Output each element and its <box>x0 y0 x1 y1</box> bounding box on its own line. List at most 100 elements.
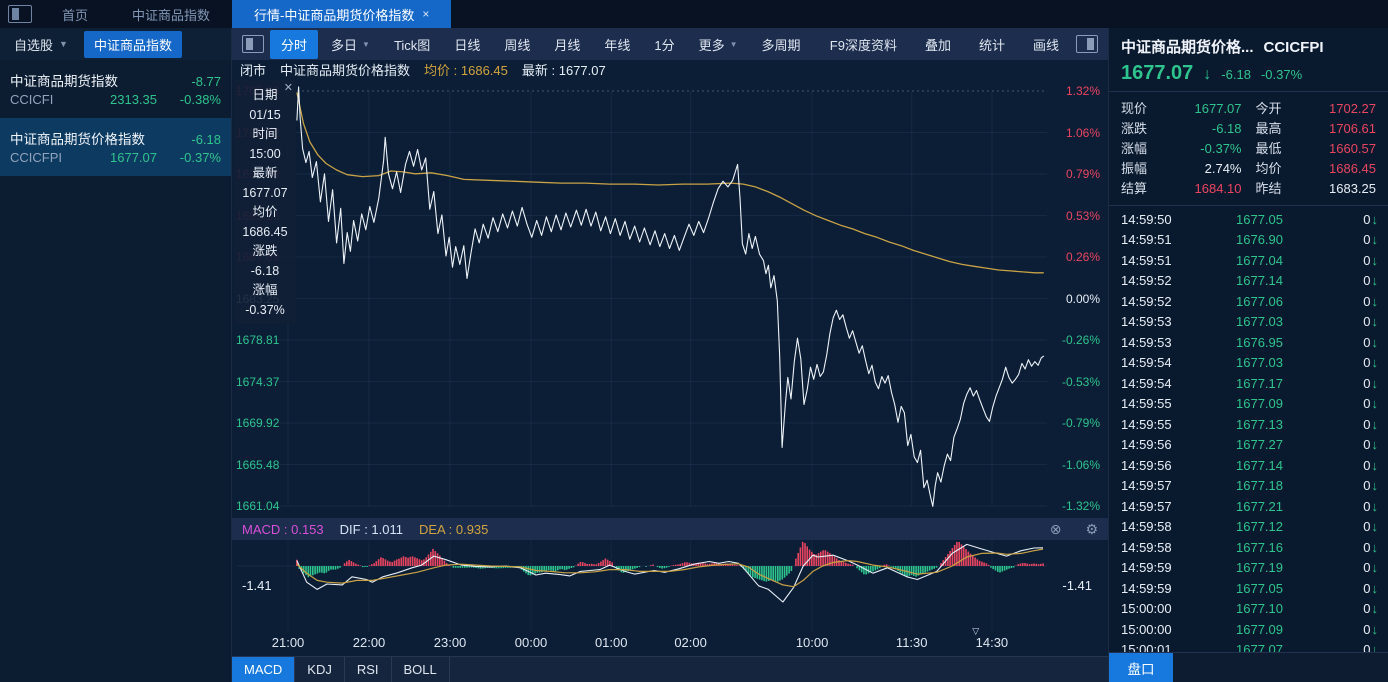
panel-toggle-left-icon[interactable] <box>242 35 264 53</box>
tick-trade-list[interactable]: 14:59:50 1677.05 0↓ 14:59:51 1676.90 0↓ 14:59:… <box>1109 206 1388 652</box>
watchlist-row[interactable]: 中证商品期货价格指数 -6.18 CCICFPI 1677.07 -0.37% <box>0 118 231 176</box>
period-button-label: 多周期 <box>761 37 801 53</box>
watchlist-row-line2: CCICFPI 1677.07 -0.37% <box>10 150 221 165</box>
indicator-tab-MACD[interactable]: MACD <box>232 657 296 682</box>
order-book-button[interactable]: 盘口 <box>1109 653 1173 682</box>
tick-volume: 0↓ <box>1283 581 1378 596</box>
period-button-多日[interactable]: 多日 ▼ <box>320 30 381 59</box>
tick-time: 14:59:57 <box>1121 498 1172 514</box>
chart-toolbar: 分时 多日 ▼ Tick图 日线 周线 月线 年线 1分 更多 ▼ 多周期 F9深度资料 叠加 统计 画线 <box>232 28 1108 60</box>
stat-value: 1686.45 <box>1329 161 1376 176</box>
tick-price: 1677.13 <box>1236 416 1283 432</box>
stat-value: 2.74% <box>1204 161 1242 176</box>
watchlist-tab-csi-commodity[interactable]: 中证商品指数 <box>83 30 182 58</box>
tick-price: 1677.09 <box>1236 396 1283 412</box>
tick-price: 1677.05 <box>1236 580 1283 596</box>
period-button-Tick图[interactable]: Tick图 <box>383 30 441 59</box>
period-button-更多[interactable]: 更多 ▼ <box>688 30 749 59</box>
tooltip-close-icon[interactable]: ✕ <box>283 82 293 94</box>
tick-row: 14:59:56 1677.27 0↓ <box>1121 435 1378 456</box>
tick-row: 15:00:01 1677.07 0↓ <box>1121 640 1378 652</box>
down-arrow-icon: ↓ <box>1371 211 1379 227</box>
quote-last-price: 1677.07 <box>1121 62 1194 84</box>
macd-pane[interactable]: -1.41 -1.41 <box>232 540 1108 632</box>
tooltip-value: -6.18 <box>250 263 280 278</box>
tick-time: 14:59:58 <box>1121 519 1172 535</box>
axis-drag-marker-icon: ▽ <box>972 626 980 636</box>
tick-price: 1677.18 <box>1236 478 1283 494</box>
indicator-settings-gear-icon[interactable]: ⚙ <box>1085 520 1098 537</box>
down-arrow-icon: ↓ <box>1371 560 1379 576</box>
instrument-name: 中证商品期货指数 <box>10 74 118 89</box>
indicator-tab-RSI[interactable]: RSI <box>345 657 392 682</box>
watchlist-row-line2: CCICFI 2313.35 -0.38% <box>10 92 221 107</box>
tick-time: 14:59:52 <box>1121 293 1172 309</box>
watchlist-group-dropdown[interactable]: 自选股 ▼ <box>6 32 76 57</box>
indicator-close-icon[interactable]: ⊗ <box>1049 520 1062 537</box>
period-button-多周期[interactable]: 多周期 <box>751 30 812 59</box>
period-button-月线[interactable]: 月线 <box>543 30 591 59</box>
tick-row: 14:59:55 1677.13 0↓ <box>1121 414 1378 435</box>
toolbar-button-画线[interactable]: 画线 <box>1032 37 1059 53</box>
tick-time: 14:59:51 <box>1121 252 1172 268</box>
tick-row: 14:59:57 1677.21 0↓ <box>1121 496 1378 517</box>
window-tab[interactable]: 中证商品指数 <box>110 0 232 28</box>
price-axis-label: 1674.37 <box>236 374 280 389</box>
down-arrow-icon: ↓ <box>1371 334 1379 350</box>
time-axis-label: 10:00 <box>795 635 829 650</box>
period-button-label: 分时 <box>281 37 308 53</box>
time-axis-label: 23:00 <box>433 635 467 650</box>
tick-row: 14:59:55 1677.09 0↓ <box>1121 394 1378 415</box>
time-axis-label: 02:00 <box>674 635 707 650</box>
stat-label: 结算 <box>1121 181 1148 196</box>
watchlist-group-label: 自选股 <box>14 37 54 53</box>
indicator-tab-KDJ[interactable]: KDJ <box>295 657 345 682</box>
watchlist-row[interactable]: 中证商品期货指数 -8.77 CCICFI 2313.35 -0.38% <box>0 60 231 118</box>
tick-row: 14:59:59 1677.05 0↓ <box>1121 578 1378 599</box>
tick-price: 1677.19 <box>1236 560 1283 576</box>
tick-row: 14:59:53 1676.95 0↓ <box>1121 332 1378 353</box>
panel-toggle-right-icon[interactable] <box>1076 35 1098 53</box>
toolbar-button-统计[interactable]: 统计 <box>978 37 1005 53</box>
tick-volume: 0↓ <box>1283 519 1378 534</box>
instrument-code: CCICFI <box>10 92 54 107</box>
window-tab[interactable]: 首页 <box>40 0 110 28</box>
period-button-1分[interactable]: 1分 <box>643 30 685 59</box>
period-button-日线[interactable]: 日线 <box>443 30 491 59</box>
tick-volume: 0↓ <box>1283 376 1378 391</box>
period-button-分时[interactable]: 分时 <box>270 29 319 59</box>
tick-volume-value: 0 <box>1363 293 1371 309</box>
period-button-label: 1分 <box>654 37 675 53</box>
tick-time: 14:59:51 <box>1121 232 1172 248</box>
instrument-change-pct: -0.37% <box>179 150 221 165</box>
tick-volume: 0↓ <box>1283 622 1378 637</box>
price-axis-label: 1665.48 <box>236 457 280 472</box>
indicator-tabs: MACD KDJ RSI BOLL <box>232 656 1108 682</box>
down-arrow-icon: ↓ <box>1371 232 1379 248</box>
down-arrow-icon: ↓ <box>1371 293 1379 309</box>
period-button-周线[interactable]: 周线 <box>493 30 541 59</box>
toolbar-button-F9深度资料[interactable]: F9深度资料 <box>829 37 897 53</box>
tick-price: 1677.06 <box>1236 293 1283 309</box>
instrument-name: 中证商品期货价格指数 <box>10 132 145 147</box>
window-tab[interactable]: 行情-中证商品期货价格指数 × <box>232 0 452 28</box>
layout-toggle-icon[interactable] <box>8 5 32 23</box>
stat-label: 均价 <box>1255 161 1282 176</box>
tick-time: 14:59:57 <box>1121 478 1172 494</box>
tick-volume-value: 0 <box>1363 314 1371 330</box>
indicator-tab-BOLL[interactable]: BOLL <box>392 657 450 682</box>
market-state: 闭市 <box>240 62 267 78</box>
chart-status-bar: 闭市 中证商品期货价格指数 均价 : 1686.45 最新 : 1677.07 <box>232 60 1108 78</box>
percent-axis-label: -0.26% <box>1061 333 1100 347</box>
toolbar-button-叠加[interactable]: 叠加 <box>924 37 951 53</box>
tick-price: 1677.16 <box>1236 539 1283 555</box>
period-button-年线[interactable]: 年线 <box>593 30 641 59</box>
stat-label: 涨幅 <box>1121 141 1148 156</box>
tick-time: 14:59:58 <box>1121 539 1172 555</box>
tick-volume-value: 0 <box>1363 334 1371 350</box>
tab-close-icon[interactable]: × <box>422 7 430 21</box>
tick-price: 1677.10 <box>1236 601 1283 617</box>
intraday-chart[interactable]: 1705.461701.021696.581692.131687.691683.… <box>232 78 1108 518</box>
time-axis-label: 11:30 <box>895 635 928 650</box>
tick-volume: 0↓ <box>1283 478 1378 493</box>
